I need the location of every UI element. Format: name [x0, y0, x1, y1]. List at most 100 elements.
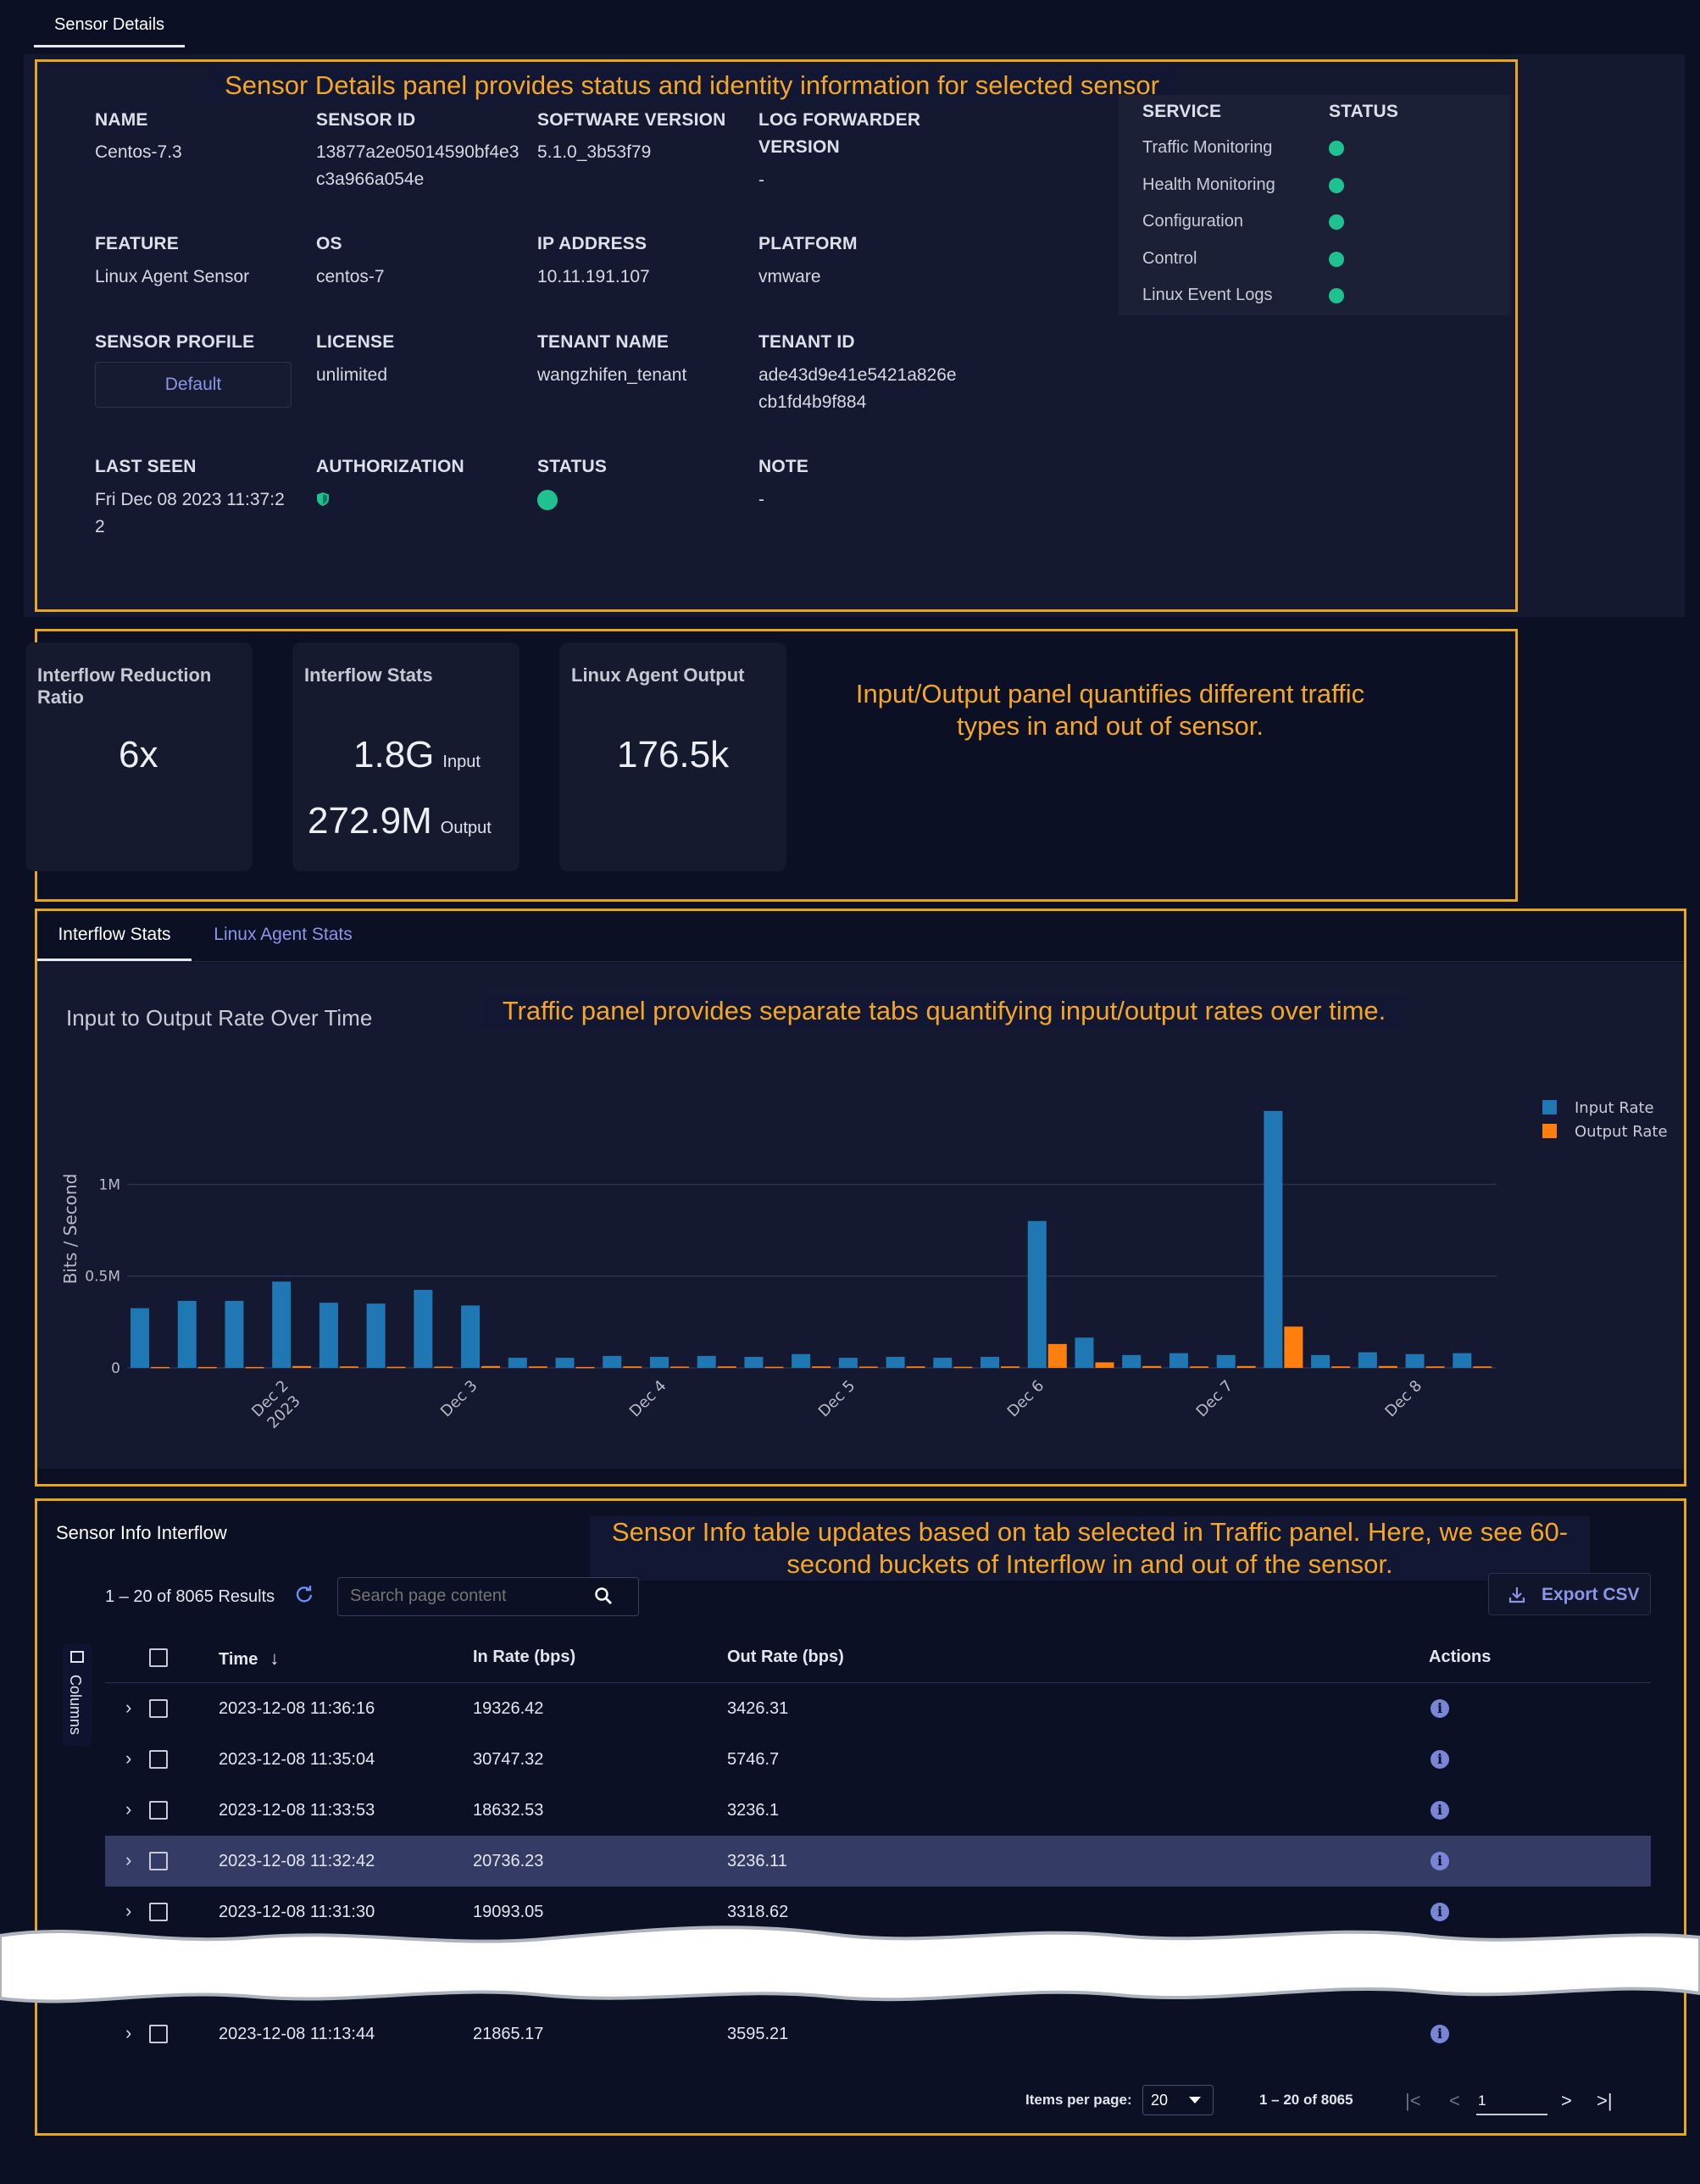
expand-row-icon[interactable]: ›: [125, 1900, 132, 1921]
status-header: STATUS: [1329, 102, 1399, 121]
output-rate-bar: [1331, 1366, 1351, 1368]
row-checkbox[interactable]: [149, 1852, 168, 1870]
output-rate-bar: [1095, 1362, 1114, 1368]
sensor-profile-button[interactable]: Default: [95, 362, 292, 408]
output-rate-bar: [1378, 1365, 1397, 1368]
pagination-range: 1 – 20 of 8065: [1259, 2092, 1353, 2108]
row-checkbox[interactable]: [149, 1699, 168, 1718]
output-rate-bar: [339, 1366, 358, 1368]
status-label: STATUS: [537, 457, 608, 476]
refresh-icon[interactable]: [295, 1585, 314, 1608]
items-per-page-select[interactable]: 20: [1142, 2085, 1214, 2115]
next-page-icon[interactable]: >: [1561, 2090, 1572, 2111]
row-checkbox[interactable]: [149, 2025, 168, 2043]
output-rate-bar: [1425, 1366, 1445, 1368]
row-checkbox[interactable]: [149, 1801, 168, 1820]
table-annotation: Sensor Info table updates based on tab s…: [590, 1516, 1590, 1581]
ip-address-value: 10.11.191.107: [537, 267, 650, 286]
out-rate-column-header[interactable]: Out Rate (bps): [727, 1648, 844, 1666]
reduction-ratio-card: Interflow Reduction Ratio 6x: [25, 642, 253, 871]
traffic-tab-linux[interactable]: Linux Agent Stats: [198, 914, 368, 961]
legend-swatch: [1542, 1100, 1557, 1114]
expand-row-icon[interactable]: ›: [125, 2022, 132, 2043]
traffic-annotation: Traffic panel provides separate tabs qua…: [483, 995, 1405, 1027]
in-rate-column-header[interactable]: In Rate (bps): [473, 1648, 576, 1666]
items-per-page-label: Items per page:: [1025, 2092, 1132, 2108]
linux-agent-output-card: Linux Agent Output 176.5k: [559, 642, 786, 871]
traffic-tab-interflow[interactable]: Interflow Stats: [37, 914, 192, 961]
output-rate-bar: [858, 1366, 878, 1368]
expand-row-icon[interactable]: ›: [125, 1798, 132, 1820]
traffic-annotation-box: [35, 909, 1686, 1487]
sensor-details-tab-label: Sensor Details: [54, 15, 165, 34]
services-panel: [1119, 95, 1511, 315]
output-rate-bar: [481, 1365, 501, 1368]
info-icon[interactable]: i: [1431, 1852, 1449, 1870]
output-rate-bar: [151, 1366, 169, 1369]
info-icon[interactable]: i: [1431, 2025, 1449, 2043]
tenant-name-label: TENANT NAME: [537, 332, 669, 352]
select-all-checkbox[interactable]: [149, 1648, 168, 1667]
input-rate-bar: [792, 1353, 811, 1368]
last-page-icon[interactable]: >|: [1597, 2090, 1613, 2111]
info-icon[interactable]: i: [1431, 1903, 1449, 1921]
row-in-rate: 18632.53: [473, 1801, 544, 1820]
input-rate-bar: [461, 1305, 481, 1368]
expand-row-icon[interactable]: ›: [125, 1748, 132, 1769]
stats-input-value: 1.8G: [353, 734, 435, 775]
service-name: Configuration: [1142, 212, 1243, 231]
info-icon[interactable]: i: [1431, 1699, 1449, 1718]
input-rate-bar: [319, 1303, 338, 1368]
input-rate-bar: [1453, 1353, 1472, 1368]
info-icon[interactable]: i: [1431, 1750, 1449, 1769]
traffic-tab-interflow-label: Interflow Stats: [58, 925, 171, 944]
feature-label: FEATURE: [95, 234, 180, 253]
output-rate-bar: [717, 1366, 736, 1368]
search-box[interactable]: [337, 1577, 639, 1616]
chart-panel: [37, 963, 1684, 1469]
input-rate-bar: [744, 1357, 764, 1368]
row-out-rate: 3318.62: [727, 1903, 789, 1921]
page-input[interactable]: 1: [1476, 2087, 1547, 2115]
input-rate-bar: [649, 1357, 669, 1368]
service-name: Control: [1142, 248, 1197, 268]
columns-side-tab[interactable]: Columns: [63, 1644, 92, 1746]
first-page-icon[interactable]: |<: [1405, 2090, 1421, 2111]
input-rate-bar: [933, 1358, 953, 1368]
info-icon[interactable]: i: [1431, 1801, 1449, 1820]
search-icon[interactable]: [594, 1587, 613, 1609]
stats-input-label: Input: [442, 753, 481, 771]
time-column-header[interactable]: Time ↓: [219, 1648, 279, 1670]
export-csv-button[interactable]: Export CSV: [1488, 1573, 1651, 1615]
expand-row-icon[interactable]: ›: [125, 1697, 132, 1718]
prev-page-icon[interactable]: <: [1449, 2090, 1460, 2111]
legend-label: Output Rate: [1575, 1123, 1668, 1141]
sensor-details-tab[interactable]: Sensor Details: [34, 8, 186, 47]
service-status-dot: [1329, 141, 1344, 156]
table-row[interactable]: › 2023-12-08 11:32:42 20736.23 3236.11 i: [105, 1836, 1651, 1887]
search-input[interactable]: [350, 1587, 579, 1606]
input-rate-bar: [366, 1303, 386, 1368]
note-label: NOTE: [758, 457, 809, 476]
authorization-label: AUTHORIZATION: [316, 457, 464, 476]
expand-row-icon[interactable]: ›: [125, 1849, 132, 1870]
table-row[interactable]: › 2023-12-08 11:31:30 19093.05 3318.62 i: [105, 1887, 1651, 1937]
output-rate-bar: [953, 1366, 973, 1369]
x-tick-label: Dec 7: [1193, 1377, 1237, 1421]
input-rate-bar: [272, 1281, 292, 1368]
note-value: -: [758, 490, 764, 509]
table-row[interactable]: › 2023-12-08 11:36:16 19326.42 3426.31 i: [105, 1683, 1651, 1734]
row-checkbox[interactable]: [149, 1750, 168, 1769]
table-title: Sensor Info Interflow: [56, 1522, 227, 1543]
input-rate-bar: [838, 1358, 858, 1368]
table-row[interactable]: › 2023-12-08 11:13:44 21865.17 3595.21 i: [105, 2009, 1651, 2059]
time-header-label: Time: [219, 1650, 258, 1669]
dropdown-arrow-icon: [1189, 2097, 1201, 2103]
row-checkbox[interactable]: [149, 1903, 168, 1921]
row-time: 2023-12-08 11:33:53: [219, 1801, 375, 1820]
software-version-value: 5.1.0_3b53f79: [537, 142, 652, 162]
table-row[interactable]: › 2023-12-08 11:33:53 18632.53 3236.1 i: [105, 1785, 1651, 1836]
items-per-page-value: 20: [1151, 2092, 1169, 2109]
table-row[interactable]: › 2023-12-08 11:35:04 30747.32 5746.7 i: [105, 1734, 1651, 1785]
